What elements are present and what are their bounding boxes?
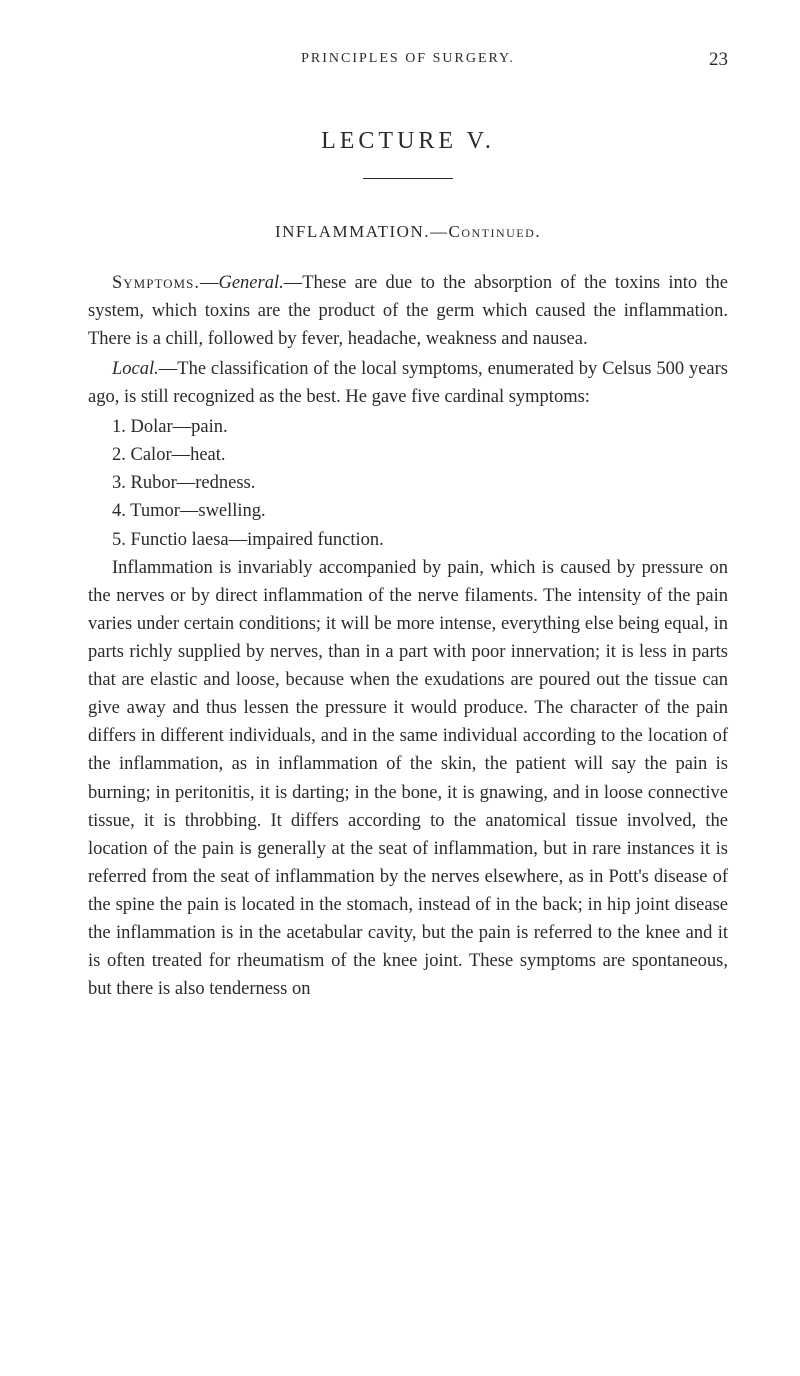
symptom-item-1: 1. Dolar—pain. bbox=[88, 413, 728, 441]
running-title: PRINCIPLES OF SURGERY. bbox=[301, 51, 515, 66]
symptom-item-2: 2. Calor—heat. bbox=[88, 441, 728, 469]
lead-local: Local. bbox=[112, 359, 159, 379]
page-number: 23 bbox=[709, 46, 728, 75]
lecture-title: LECTURE V. bbox=[88, 123, 728, 159]
page-container: PRINCIPLES OF SURGERY. 23 LECTURE V. INF… bbox=[0, 0, 800, 1053]
sub-general: General. bbox=[218, 273, 283, 293]
running-header: PRINCIPLES OF SURGERY. 23 bbox=[88, 48, 728, 69]
paragraph-inflammation-body: Inflammation is invariably accompanied b… bbox=[88, 554, 728, 1004]
p2-body: —The classification of the local symptom… bbox=[88, 359, 728, 407]
symptom-item-5: 5. Functio laesa—impaired function. bbox=[88, 526, 728, 554]
symptom-item-3: 3. Rubor—redness. bbox=[88, 469, 728, 497]
symptom-item-4: 4. Tumor—swelling. bbox=[88, 497, 728, 525]
lead-symptoms: Symptoms. bbox=[112, 273, 200, 293]
paragraph-symptoms-general: Symptoms.—General.—These are due to the … bbox=[88, 269, 728, 353]
section-title-text: INFLAMMATION.—Continued. bbox=[275, 222, 541, 241]
horizontal-rule bbox=[363, 178, 453, 179]
paragraph-local: Local.—The classification of the local s… bbox=[88, 355, 728, 411]
section-title: INFLAMMATION.—Continued. bbox=[88, 219, 728, 245]
